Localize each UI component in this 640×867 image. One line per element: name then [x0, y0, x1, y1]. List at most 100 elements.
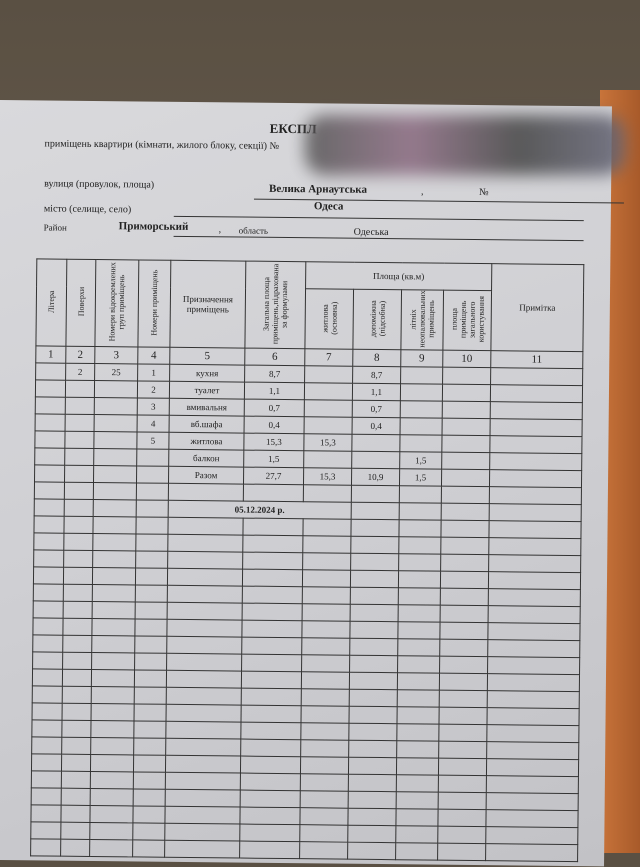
table-cell — [439, 690, 488, 708]
table-cell: 3 — [137, 398, 170, 416]
number-label: № — [478, 187, 489, 199]
table-cell — [35, 414, 66, 432]
table-cell — [92, 516, 137, 535]
table-cell — [61, 771, 91, 789]
table-cell — [347, 825, 396, 843]
table-cell: 2 — [65, 346, 95, 364]
table-cell — [241, 688, 302, 706]
table-cell — [167, 568, 243, 587]
table-cell — [133, 755, 166, 773]
table-cell — [240, 756, 301, 774]
table-cell — [62, 669, 92, 687]
table-cell — [32, 652, 63, 670]
table-cell: житлова — [168, 432, 245, 451]
table-cell — [398, 604, 441, 623]
table-cell — [486, 741, 579, 760]
table-cell — [488, 554, 581, 573]
street-underline — [253, 198, 624, 204]
table-cell — [33, 550, 64, 568]
table-cell — [94, 397, 138, 416]
table-cell — [350, 553, 399, 571]
table-cell — [242, 552, 303, 570]
header-purpose: Призначення приміщень — [169, 260, 246, 349]
table-cell — [398, 553, 441, 572]
comma: , — [218, 224, 222, 236]
table-cell: 1,5 — [399, 451, 442, 470]
table-cell — [395, 825, 438, 844]
table-cell — [441, 452, 490, 470]
table-cell — [92, 550, 136, 569]
table-cell — [351, 451, 400, 469]
table-cell — [91, 635, 135, 654]
table-cell — [132, 806, 166, 824]
table-cell — [302, 552, 351, 571]
table-cell — [134, 670, 167, 688]
table-cell — [30, 822, 61, 840]
table-cell — [31, 788, 62, 806]
table-cell — [63, 567, 93, 585]
table-cell — [347, 808, 397, 826]
subtitle: приміщень квартири (кімнати, жилого блок… — [44, 138, 280, 152]
table-cell — [65, 397, 95, 415]
table-cell — [399, 502, 442, 521]
table-cell — [32, 669, 63, 687]
table-cell — [89, 822, 133, 841]
table-cell — [60, 839, 90, 857]
table-cell — [440, 588, 489, 606]
table-cell — [65, 380, 95, 398]
table-cell — [240, 705, 302, 723]
table-cell — [133, 738, 166, 756]
table-cell — [92, 584, 136, 603]
table-cell — [90, 737, 134, 756]
table-cell — [135, 534, 168, 552]
table-cell — [396, 740, 439, 759]
table-cell — [92, 567, 136, 586]
table-cell — [90, 771, 134, 790]
table-cell — [348, 740, 397, 758]
table-cell — [31, 737, 62, 755]
table-cell — [91, 703, 135, 722]
table-cell — [490, 367, 583, 386]
table-cell — [486, 758, 579, 777]
table-cell — [94, 414, 138, 433]
table-cell — [350, 604, 399, 622]
table-cell — [487, 622, 581, 641]
table-cell — [89, 839, 133, 858]
table-cell — [442, 367, 491, 385]
table-cell — [438, 758, 487, 776]
table-cell: 3 — [94, 346, 138, 365]
table-cell: 0,4 — [244, 416, 305, 434]
table-cell — [33, 533, 64, 551]
table-cell — [438, 741, 487, 759]
table-cell — [62, 686, 92, 704]
table-cell — [299, 824, 348, 843]
table-cell: 8 — [352, 349, 401, 367]
table-cell — [349, 621, 399, 639]
table-cell — [166, 636, 242, 655]
table-cell — [300, 756, 349, 775]
table-cell — [349, 672, 398, 690]
header-common: площа приміщень загального користування — [449, 296, 486, 343]
table-cell — [93, 499, 137, 518]
table-cell — [396, 791, 439, 810]
table-cell — [134, 687, 167, 705]
table-cell — [93, 482, 137, 501]
table-cell — [34, 482, 65, 500]
table-cell — [349, 689, 398, 707]
table-cell: Разом — [168, 466, 244, 485]
table-cell — [132, 823, 165, 841]
header-note: Примітка — [490, 263, 584, 352]
table-cell — [350, 587, 399, 605]
table-cell — [302, 569, 351, 588]
table-cell — [399, 434, 443, 453]
table-cell — [94, 380, 138, 399]
table-cell: кухня — [169, 364, 245, 383]
table-cell — [132, 840, 165, 858]
table-cell — [93, 448, 137, 467]
table-cell — [400, 417, 443, 436]
table-cell — [351, 502, 400, 520]
table-cell — [490, 418, 583, 437]
table-cell — [168, 483, 244, 502]
table-cell — [486, 724, 579, 743]
table-cell — [350, 570, 399, 588]
